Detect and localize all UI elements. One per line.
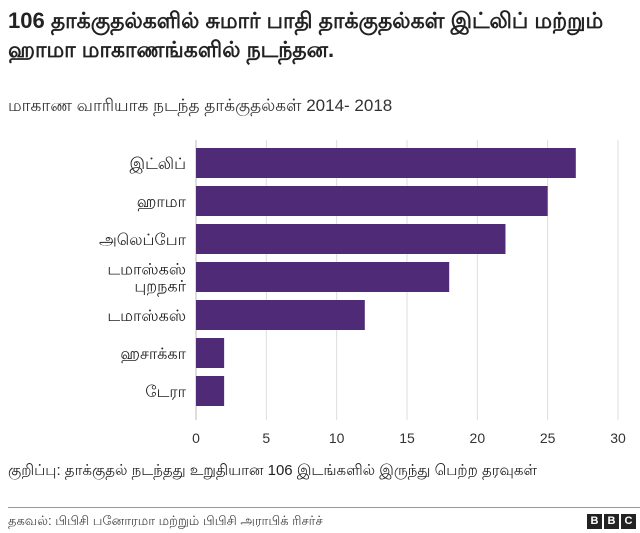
bar <box>196 224 506 254</box>
x-tick-label: 30 <box>610 430 626 446</box>
bar <box>196 376 225 406</box>
category-label-line: டமாஸ்கஸ் <box>107 308 186 325</box>
category-label-line: டமாஸ்கஸ் <box>107 262 186 279</box>
category-label: ஹசாக்கா <box>120 346 186 363</box>
x-tick-label: 15 <box>399 430 415 446</box>
category-label-line: ஹசாக்கா <box>120 346 186 363</box>
source-text: தகவல்: பிபிசி பனோரமா மற்றும் பிபிசி அராப… <box>8 513 323 528</box>
category-label: டமாஸ்கஸ் <box>107 308 186 325</box>
bar <box>196 262 450 292</box>
bar <box>196 186 548 216</box>
category-label: அலெப்போ <box>99 232 187 249</box>
category-label-line: டேரா <box>145 384 186 401</box>
category-label: இட்லிப் <box>130 156 187 174</box>
bar <box>196 300 365 330</box>
bar <box>196 338 225 368</box>
bbc-logo-letter: B <box>604 514 619 529</box>
chart-subtitle: மாகாண வாரியாக நடந்த தாக்குதல்கள் 2014- 2… <box>8 96 393 115</box>
bbc-logo-letter: B <box>587 514 602 529</box>
x-tick-label: 10 <box>329 430 345 446</box>
divider <box>8 507 640 508</box>
chart-note: குறிப்பு: தாக்குதல் நடந்தது உறுதியான 106… <box>8 462 537 479</box>
bbc-logo-letter: C <box>621 514 636 529</box>
category-label-line: இட்லிப் <box>130 156 187 174</box>
x-tick-label: 25 <box>540 430 556 446</box>
category-label: டேரா <box>145 384 186 401</box>
x-tick-label: 5 <box>262 430 270 446</box>
category-label: ஹாமா <box>137 194 187 211</box>
category-label-line: அலெப்போ <box>99 232 187 249</box>
x-tick-label: 0 <box>192 430 200 446</box>
category-label: டமாஸ்கஸ் புறநகர் <box>107 262 186 296</box>
x-tick-label: 20 <box>470 430 486 446</box>
category-label-line: ஹாமா <box>137 194 187 211</box>
bbc-logo: B B C <box>587 514 636 529</box>
chart-title: 106 தாக்குதல்களில் சுமார் பாதி தாக்குதல்… <box>8 8 604 62</box>
bar <box>196 148 576 178</box>
category-label-line: புறநகர் <box>134 279 186 296</box>
